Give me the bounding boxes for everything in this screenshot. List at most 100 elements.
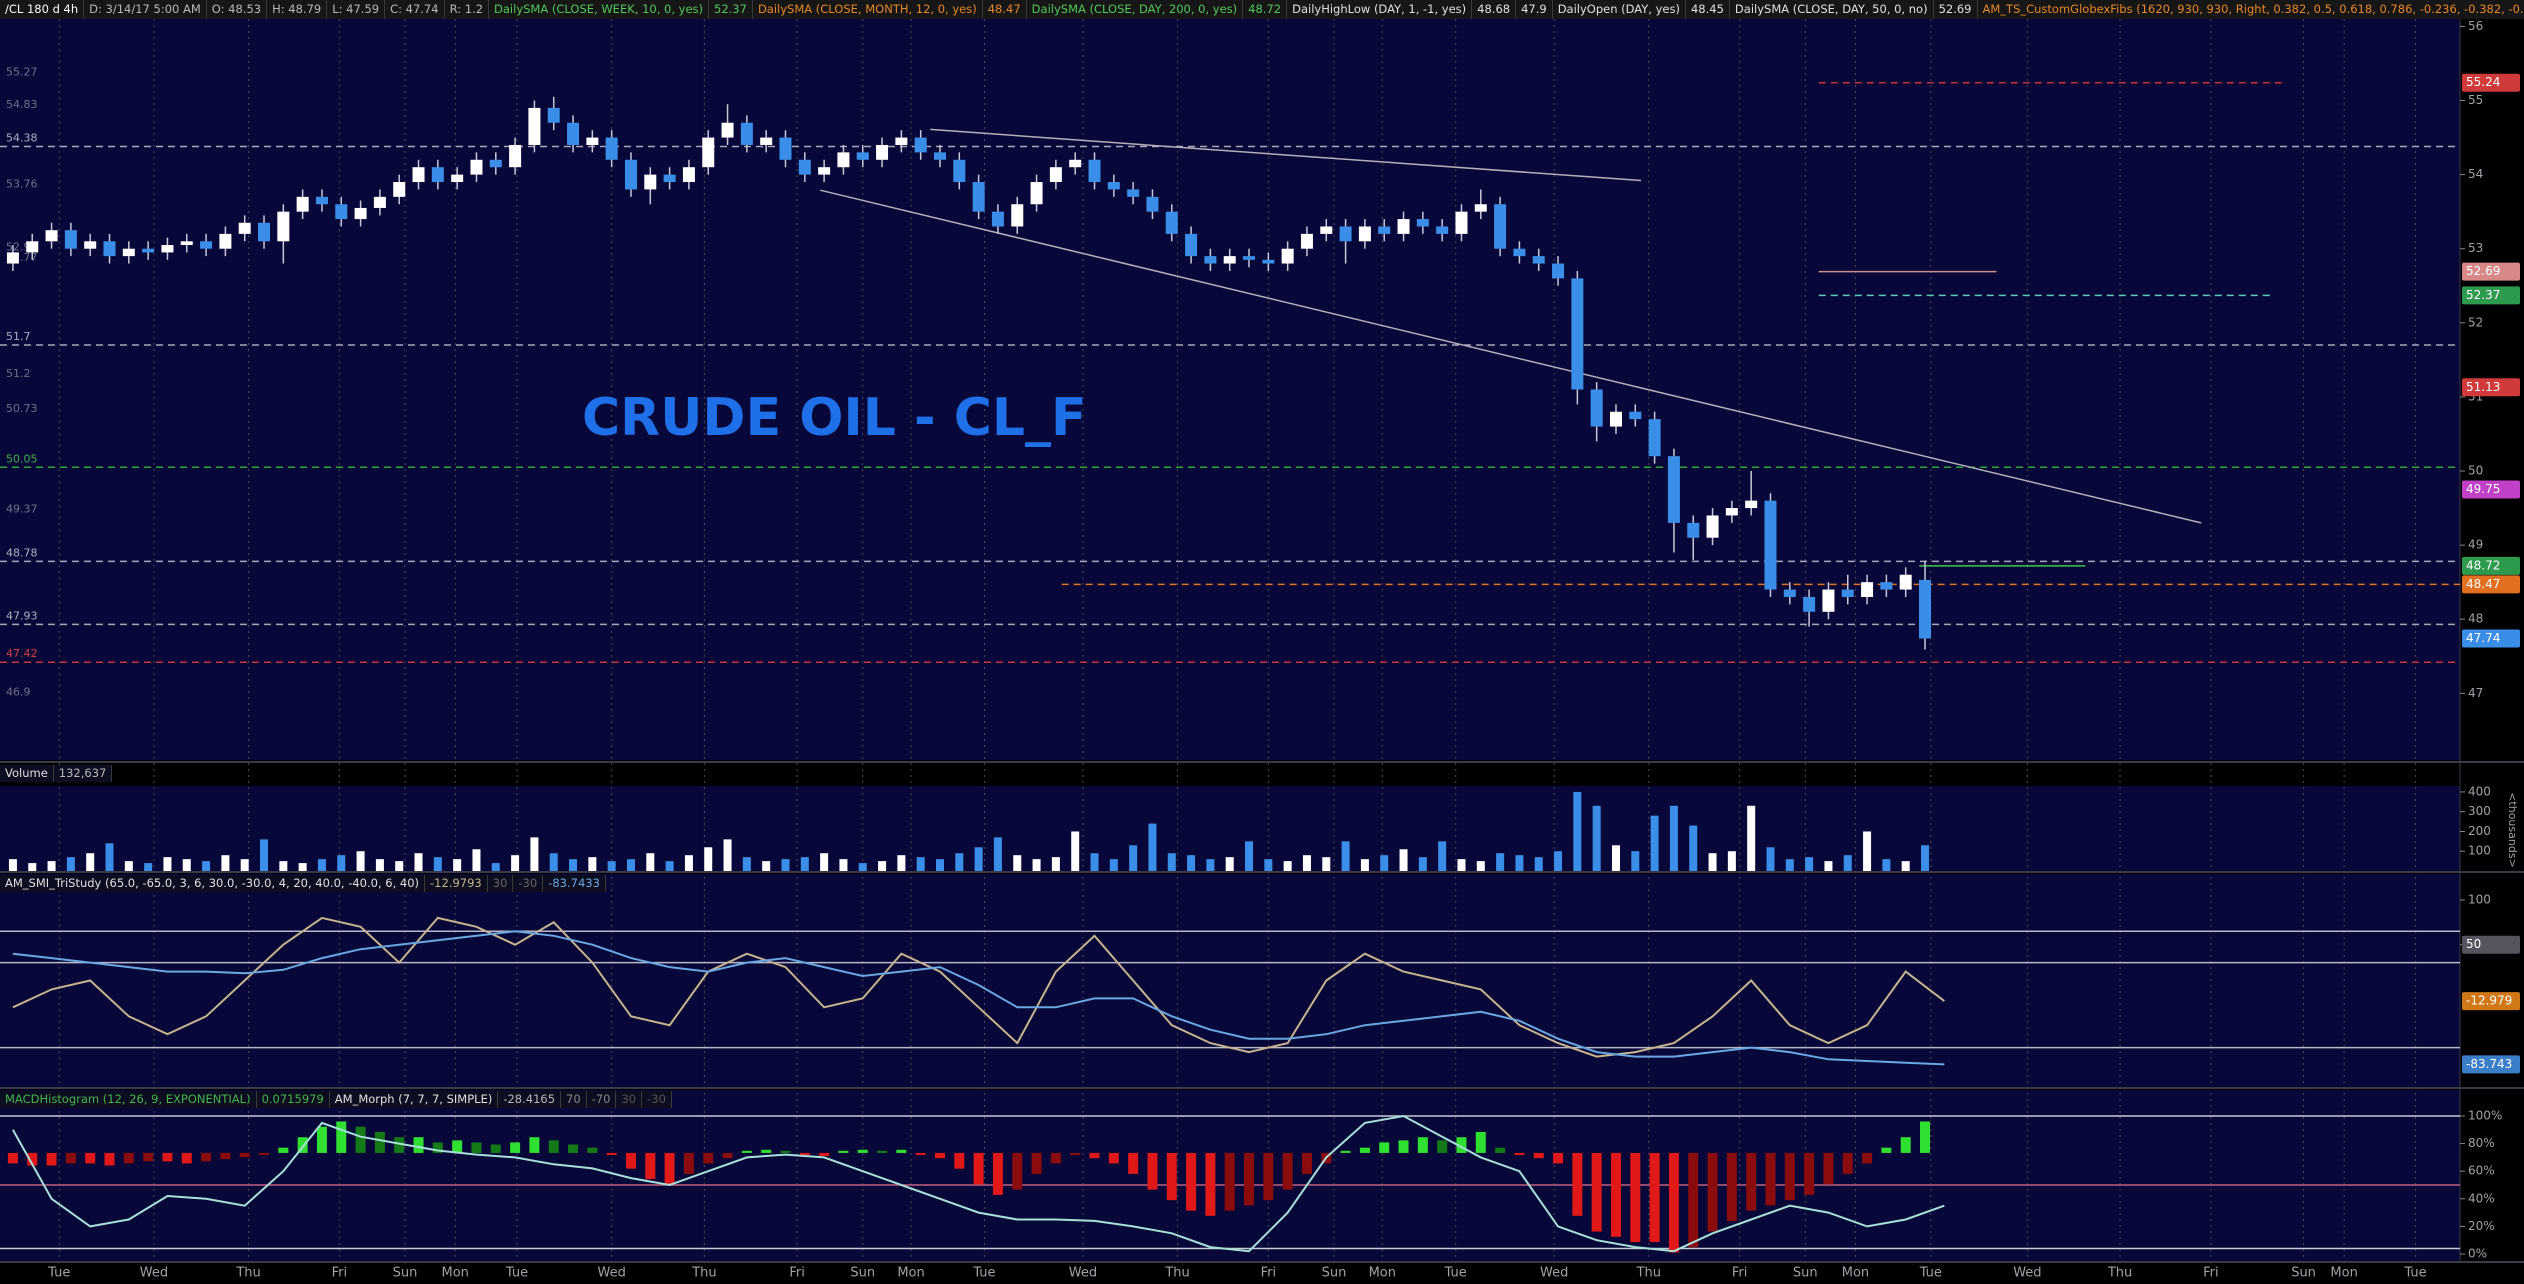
volume-bar xyxy=(1418,857,1427,871)
candle-body xyxy=(1416,219,1429,227)
volume-bar xyxy=(66,857,75,871)
candle-body xyxy=(1339,226,1352,242)
histogram-bar xyxy=(1823,1152,1834,1185)
histogram-bar xyxy=(1128,1152,1139,1174)
volume-bar xyxy=(1167,853,1176,871)
volume-bar xyxy=(1747,805,1756,871)
histogram-bar xyxy=(1572,1152,1583,1216)
candle-body xyxy=(1648,419,1661,457)
x-tick-label: Fri xyxy=(1732,1266,1748,1281)
histogram-bar xyxy=(1359,1147,1370,1153)
histogram-bar xyxy=(1553,1152,1564,1164)
volume-bar xyxy=(742,857,751,871)
volume-bar xyxy=(1457,859,1466,871)
volume-bar xyxy=(974,847,983,871)
histogram-bar xyxy=(1765,1152,1776,1206)
histogram-bar xyxy=(85,1152,96,1164)
histogram-bar xyxy=(683,1152,694,1174)
study-label: AM_Morph (7, 7, 7, SIMPLE) xyxy=(330,1091,499,1108)
y-tick-label: 0% xyxy=(2468,1246,2487,1260)
histogram-bar xyxy=(7,1152,18,1164)
volume-bar xyxy=(1476,861,1485,871)
candle-body xyxy=(277,211,290,242)
volume-bar xyxy=(279,861,288,871)
y-tick-label: 60% xyxy=(2468,1164,2495,1178)
histogram-bar xyxy=(181,1152,192,1164)
volume-bar xyxy=(839,859,848,871)
histogram-bar xyxy=(1244,1152,1255,1206)
histogram-bar xyxy=(799,1152,810,1156)
candle-body xyxy=(431,167,444,183)
y-tick-label: 300 xyxy=(2468,804,2491,818)
candle-body xyxy=(26,241,39,253)
candle-body xyxy=(1513,248,1526,257)
candle-body xyxy=(122,248,135,257)
volume-bar xyxy=(1090,853,1099,871)
chart-title: CRUDE OIL - CL_F xyxy=(582,388,1087,448)
y-tick-label: 80% xyxy=(2468,1136,2495,1150)
candle-body xyxy=(1358,226,1371,242)
candle-body xyxy=(1919,579,1932,639)
study-label: MACDHistogram (12, 26, 9, EXPONENTIAL) xyxy=(0,1091,257,1108)
histogram-bar xyxy=(1147,1152,1158,1190)
candle-body xyxy=(180,241,193,246)
histogram-bar xyxy=(471,1142,482,1153)
candle-body xyxy=(1436,226,1449,234)
candle-body xyxy=(760,137,773,145)
histogram-bar xyxy=(510,1142,521,1153)
histogram-bar xyxy=(1533,1152,1544,1159)
candle-body xyxy=(470,159,483,175)
candle-body xyxy=(1300,233,1313,249)
histogram-bar xyxy=(761,1149,772,1153)
price-tag xyxy=(2462,286,2520,305)
histogram-bar xyxy=(1746,1152,1757,1211)
volume-bar xyxy=(472,849,481,871)
price-tag xyxy=(2462,1055,2520,1074)
volume-bar xyxy=(936,859,945,871)
candle-body xyxy=(354,207,367,220)
candle-body xyxy=(1706,515,1719,538)
volume-bar xyxy=(414,853,423,871)
y-tick-label: 48 xyxy=(2468,612,2483,626)
price-tag xyxy=(2462,480,2520,499)
volume-bar xyxy=(530,837,539,871)
y-tick-label: 56 xyxy=(2468,19,2483,33)
price-tag xyxy=(2462,378,2520,397)
candle-body xyxy=(876,144,889,160)
price-tag xyxy=(2462,629,2520,648)
volume-bar xyxy=(1283,861,1292,871)
x-tick-label: Tue xyxy=(972,1266,995,1281)
panel-background xyxy=(0,786,2460,871)
volume-bar xyxy=(781,859,790,871)
volume-bar xyxy=(1322,857,1331,871)
candle-body xyxy=(412,167,425,183)
candle-body xyxy=(605,137,618,160)
study-label: -12.9793 xyxy=(425,875,488,892)
candle-body xyxy=(1088,159,1101,183)
candle-body xyxy=(1378,226,1391,234)
histogram-bar xyxy=(1649,1152,1660,1243)
histogram-bar xyxy=(529,1137,540,1153)
x-tick-label: Wed xyxy=(597,1266,625,1281)
price-tag xyxy=(2462,556,2520,575)
volume-bar xyxy=(1245,841,1254,871)
histogram-bar xyxy=(1340,1150,1351,1153)
histogram-bar xyxy=(239,1152,250,1158)
candle-body xyxy=(702,137,715,168)
volume-bar xyxy=(433,857,442,871)
y-tick-label: 54 xyxy=(2468,167,2483,181)
candle-body xyxy=(567,122,580,145)
histogram-bar xyxy=(877,1150,888,1153)
volume-bar xyxy=(1148,823,1157,871)
volume-bar xyxy=(182,859,191,871)
price-level-label: 51.7 xyxy=(6,330,31,343)
volume-bar xyxy=(1901,861,1910,871)
volume-bar xyxy=(8,859,17,871)
volume-bar xyxy=(1882,859,1891,871)
trendline xyxy=(930,128,1642,182)
candle-body xyxy=(798,159,811,175)
price-level-label: 51.2 xyxy=(6,367,31,380)
candle-body xyxy=(1745,500,1758,509)
